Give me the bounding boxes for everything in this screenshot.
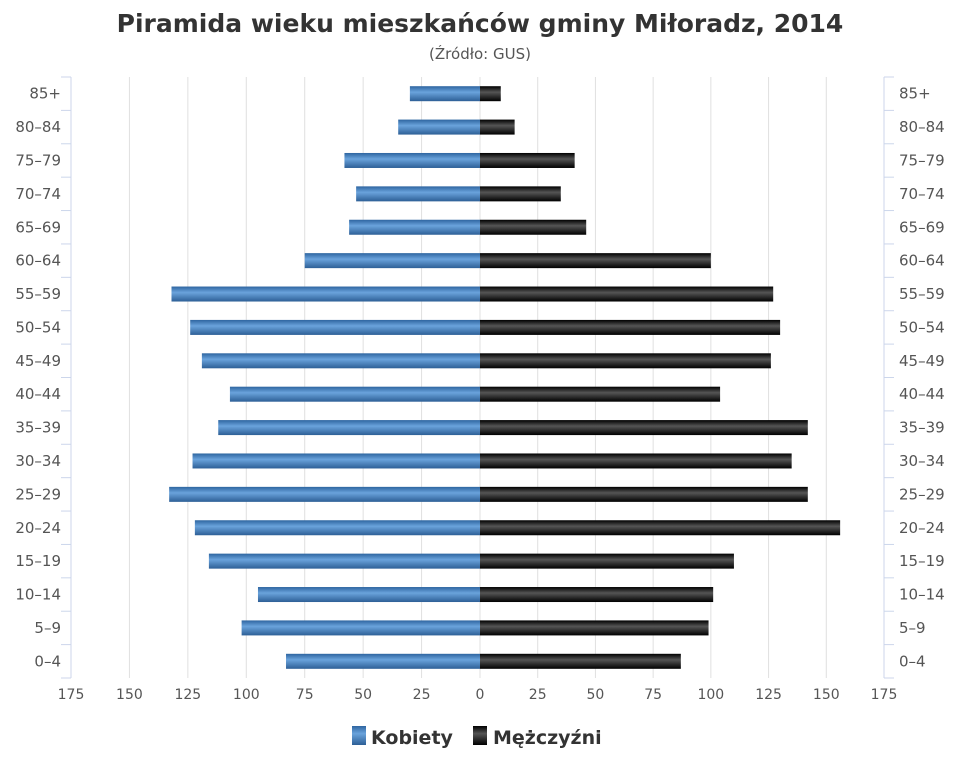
y-label-left: 0–4: [34, 652, 61, 670]
y-label-left: 65–69: [15, 218, 61, 236]
bar-kobiety: [257, 587, 480, 603]
y-label-right: 70–74: [899, 185, 945, 203]
bar-mezczyzni: [480, 386, 721, 402]
y-label-right: 60–64: [899, 252, 945, 270]
y-label-left: 55–59: [15, 285, 61, 303]
y-label-left: 25–29: [15, 485, 61, 503]
bar-mezczyzni: [480, 620, 709, 636]
bar-mezczyzni: [480, 119, 515, 135]
y-label-right: 5–9: [899, 619, 926, 637]
bar-mezczyzni: [480, 587, 714, 603]
y-label-left: 5–9: [34, 619, 61, 637]
bar-kobiety: [229, 386, 480, 402]
bar-kobiety: [218, 420, 481, 436]
x-tick-label: 125: [755, 687, 782, 703]
bar-kobiety: [398, 119, 480, 135]
x-tick-label: 100: [233, 687, 260, 703]
bar-mezczyzni: [480, 319, 781, 335]
y-label-left: 15–19: [15, 552, 61, 570]
x-tick-label: 75: [296, 687, 314, 703]
bar-mezczyzni: [480, 219, 587, 235]
y-label-right: 0–4: [899, 652, 926, 670]
bar-mezczyzni: [480, 553, 734, 569]
y-label-left: 35–39: [15, 419, 61, 437]
y-label-right: 55–59: [899, 285, 945, 303]
y-label-right: 85+: [899, 85, 931, 103]
bar-kobiety: [304, 253, 480, 269]
legend-item-mezczyzni[interactable]: Mężczyźni: [473, 726, 602, 749]
bar-kobiety: [344, 152, 480, 168]
bar-kobiety: [192, 453, 480, 469]
bar-mezczyzni: [480, 453, 792, 469]
y-label-left: 75–79: [15, 151, 61, 169]
bar-kobiety: [409, 86, 480, 102]
bar-mezczyzni: [480, 152, 575, 168]
bar-kobiety: [171, 286, 481, 302]
y-label-right: 35–39: [899, 419, 945, 437]
y-label-left: 60–64: [15, 252, 61, 270]
x-tick-label: 75: [644, 687, 662, 703]
y-label-left: 10–14: [15, 586, 61, 604]
chart-title: Piramida wieku mieszkańców gminy Miłorad…: [117, 9, 844, 38]
x-tick-label: 175: [871, 687, 898, 703]
legend-item-kobiety[interactable]: Kobiety: [352, 726, 454, 749]
bar-mezczyzni: [480, 286, 774, 302]
y-label-right: 75–79: [899, 151, 945, 169]
bar-kobiety: [349, 219, 480, 235]
y-label-left: 50–54: [15, 318, 61, 336]
y-label-right: 45–49: [899, 352, 945, 370]
bar-mezczyzni: [480, 653, 681, 669]
bar-mezczyzni: [480, 420, 808, 436]
y-label-right: 10–14: [899, 586, 945, 604]
bar-kobiety: [356, 186, 480, 202]
y-label-right: 65–69: [899, 218, 945, 236]
legend: Kobiety Mężczyźni: [352, 726, 602, 749]
x-tick-label: 0: [476, 687, 485, 703]
bar-mezczyzni: [480, 486, 808, 502]
y-label-left: 85+: [29, 85, 61, 103]
y-label-right: 40–44: [899, 385, 945, 403]
legend-label-kobiety: Kobiety: [371, 727, 454, 749]
y-label-left: 30–34: [15, 452, 61, 470]
x-tick-label: 50: [587, 687, 605, 703]
x-tick-label: 25: [413, 687, 431, 703]
bar-mezczyzni: [480, 253, 711, 269]
x-tick-label: 50: [354, 687, 372, 703]
y-label-left: 20–24: [15, 519, 61, 537]
bar-kobiety: [169, 486, 480, 502]
bar-mezczyzni: [480, 86, 501, 102]
y-label-right: 20–24: [899, 519, 945, 537]
bar-kobiety: [241, 620, 480, 636]
bar-mezczyzni: [480, 353, 771, 369]
bar-kobiety: [194, 520, 480, 536]
bar-mezczyzni: [480, 520, 841, 536]
bar-mezczyzni: [480, 186, 561, 202]
y-label-left: 40–44: [15, 385, 61, 403]
legend-swatch-mezczyzni: [473, 726, 487, 745]
legend-label-mezczyzni: Mężczyźni: [493, 727, 602, 749]
x-tick-label: 175: [58, 687, 85, 703]
x-tick-label: 125: [174, 687, 201, 703]
bar-kobiety: [190, 319, 481, 335]
y-label-left: 45–49: [15, 352, 61, 370]
x-tick-label: 100: [697, 687, 724, 703]
bar-kobiety: [286, 653, 480, 669]
y-label-right: 50–54: [899, 318, 945, 336]
y-label-right: 80–84: [899, 118, 945, 136]
y-label-right: 25–29: [899, 485, 945, 503]
bar-kobiety: [201, 353, 480, 369]
y-label-left: 80–84: [15, 118, 61, 136]
y-label-right: 15–19: [899, 552, 945, 570]
chart-subtitle: (Źródło: GUS): [429, 44, 531, 63]
legend-swatch-kobiety: [352, 726, 366, 745]
x-tick-label: 25: [529, 687, 547, 703]
y-label-right: 30–34: [899, 452, 945, 470]
x-tick-label: 150: [813, 687, 840, 703]
y-label-left: 70–74: [15, 185, 61, 203]
x-tick-label: 150: [116, 687, 143, 703]
bar-kobiety: [208, 553, 481, 569]
